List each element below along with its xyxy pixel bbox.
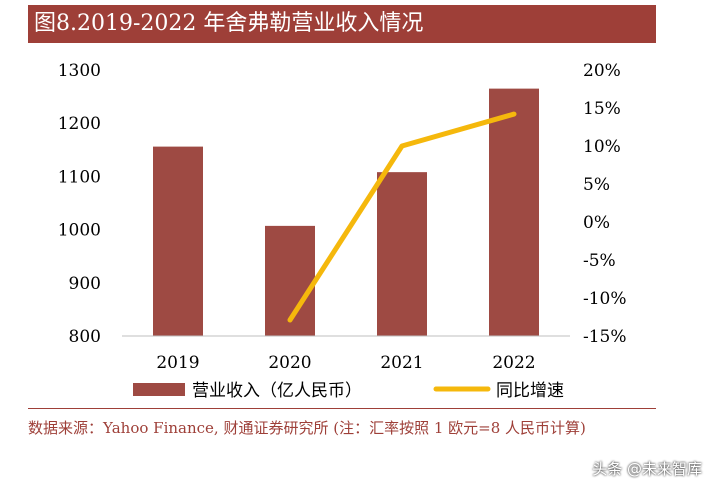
bar-2022 xyxy=(489,88,539,337)
bar-2021 xyxy=(377,172,427,336)
y-tick-label: 1200 xyxy=(58,114,101,134)
y-tick-label: 900 xyxy=(69,274,101,294)
y-tick-label: 800 xyxy=(69,327,101,347)
legend-bar-swatch xyxy=(133,383,185,396)
legend-bar-label: 营业收入（亿人民币） xyxy=(192,381,362,401)
y2-tick-label: -15% xyxy=(583,327,627,347)
x-tick-label: 2019 xyxy=(156,353,199,373)
y2-tick-label: 15% xyxy=(583,99,621,119)
y2-tick-label: 10% xyxy=(583,137,621,157)
x-tick-label: 2020 xyxy=(268,353,311,373)
y-tick-label: 1100 xyxy=(58,167,101,187)
y2-tick-label: 5% xyxy=(583,175,610,195)
source-note: 数据来源：Yahoo Finance, 财通证券研究所 (注：汇率按照 1 欧元… xyxy=(28,419,586,437)
y2-tick-label: 0% xyxy=(583,213,610,233)
watermark: 头条 @未来智库 xyxy=(592,460,702,478)
bar-2019 xyxy=(153,146,203,336)
legend-line-label: 同比增速 xyxy=(496,381,564,401)
y2-tick-label: 20% xyxy=(583,61,621,81)
y-tick-label: 1000 xyxy=(58,221,101,241)
x-tick-label: 2022 xyxy=(492,353,535,373)
x-tick-label: 2021 xyxy=(380,353,423,373)
chart-title: 图8.2019-2022 年舍弗勒营业收入情况 xyxy=(28,5,656,43)
revenue-chart: 800 900 1000 1100 1200 1300 -15% -10% -5% 0% 5% 10%… xyxy=(58,61,627,401)
y-tick-label: 1300 xyxy=(58,61,101,81)
divider-line xyxy=(28,408,656,409)
y2-tick-label: -5% xyxy=(583,251,616,271)
y2-tick-label: -10% xyxy=(583,289,627,309)
